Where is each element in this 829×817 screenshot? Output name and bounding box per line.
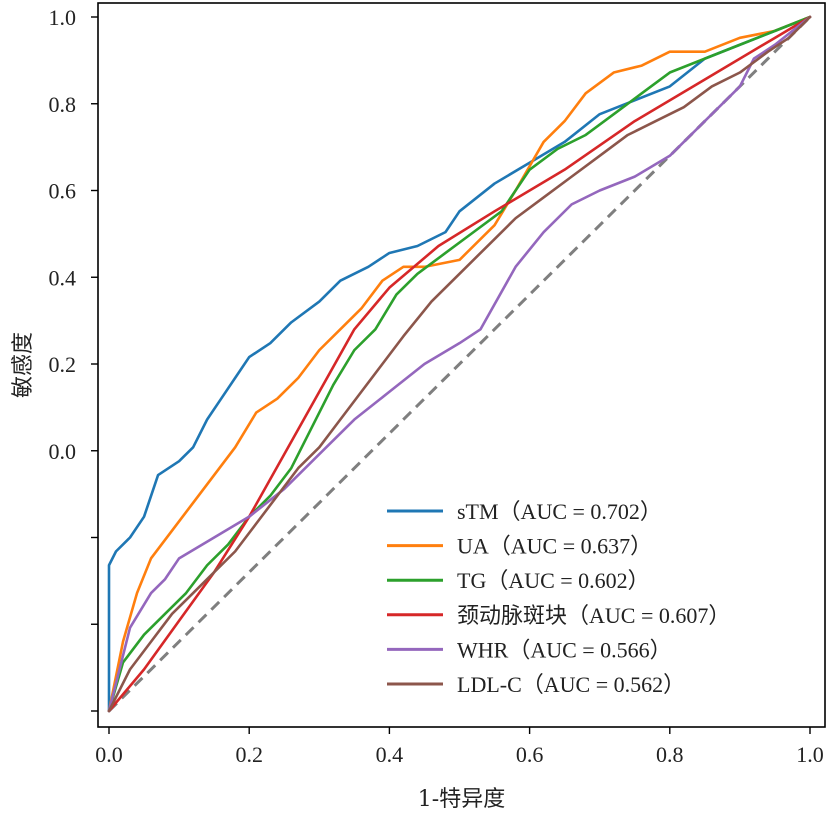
reference-diagonal-line (107, 15, 812, 713)
series-line-WHR (107, 15, 812, 713)
x-tick-label: 0.8 (656, 742, 684, 767)
x-tick-label: 0.2 (235, 742, 263, 767)
plot-area (97, 2, 826, 728)
x-tick-label: 0.0 (95, 742, 123, 767)
reference-layer (107, 15, 812, 713)
legend-label: sTM（AUC = 0.702） (457, 499, 662, 524)
plot-frame (97, 2, 826, 728)
y-tick-label: 0.4 (49, 265, 77, 290)
y-tick-label: 0.0 (49, 439, 77, 464)
series-line-TG (107, 15, 812, 713)
x-tick-label: 0.6 (516, 742, 544, 767)
series-line-LDL-C (107, 15, 812, 713)
y-axis-ticks: 1.0 0.8 0.6 0.4 0.2 0.0 (49, 5, 98, 712)
x-tick-label: 0.4 (376, 742, 404, 767)
legend-label: 颈动脉斑块（AUC = 0.607） (457, 603, 730, 628)
legend-label: UA（AUC = 0.637） (457, 534, 652, 559)
y-tick-label: 1.0 (49, 5, 77, 30)
series-line-颈动脉斑块 (107, 15, 812, 713)
legend-label: LDL-C（AUC = 0.562） (457, 672, 685, 697)
y-axis-label: 敏感度 (11, 332, 36, 398)
y-tick-label: 0.2 (49, 352, 77, 377)
legend-label: TG（AUC = 0.602） (457, 568, 650, 593)
legend: sTM（AUC = 0.702） UA（AUC = 0.637） TG（AUC = … (387, 499, 730, 697)
series-line-UA (107, 15, 812, 713)
series-line-sTM (107, 15, 812, 713)
x-tick-label: 1.0 (796, 742, 824, 767)
x-axis-ticks: 0.0 0.2 0.4 0.6 0.8 1.0 (95, 727, 824, 767)
y-tick-label: 0.6 (49, 179, 77, 204)
series-layer (107, 15, 812, 713)
legend-label: WHR（AUC = 0.566） (457, 637, 672, 662)
y-tick-label: 0.8 (49, 92, 77, 117)
x-axis-label: 1-特异度 (418, 787, 505, 812)
